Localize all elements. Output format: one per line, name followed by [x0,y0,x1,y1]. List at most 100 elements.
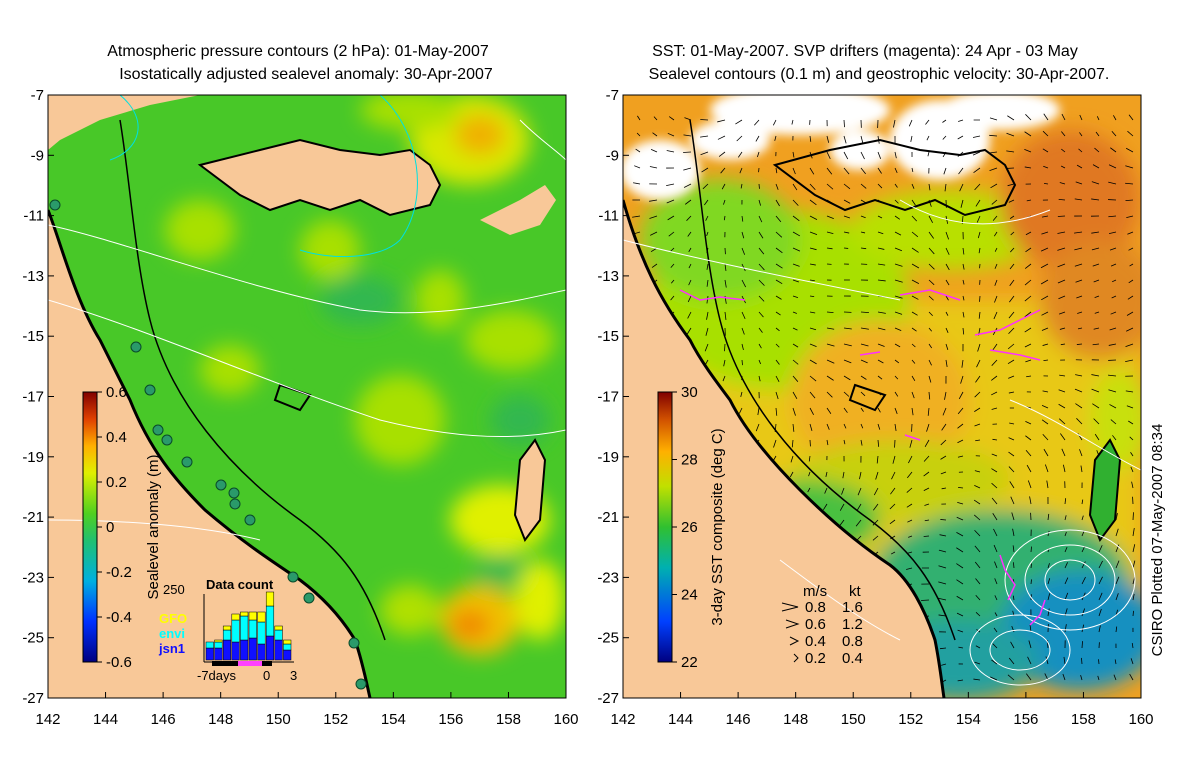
velocity-vector [945,231,949,240]
velocity-vector [809,407,814,415]
velocity-vector [826,327,835,330]
velocity-vector [809,295,815,298]
right-lon-label: 144 [668,711,693,728]
velocity-vector [1040,263,1049,269]
velocity-vector [740,391,743,397]
velocity-vector [1125,343,1134,348]
legend-envi: envi [159,626,185,641]
velocity-vector [894,199,899,204]
velocity-vector [634,165,641,169]
velocity-vector [911,215,918,222]
velocity-legend-kt: 0.4 [842,650,863,667]
right-lat-label: -7 [606,87,619,104]
velocity-vector [843,167,850,175]
velocity-vector [666,199,675,204]
velocity-vector [792,311,798,314]
velocity-vector [1058,389,1066,393]
velocity-vector [994,263,998,269]
velocity-vector [843,343,852,347]
velocity-vector [873,487,879,496]
data-count-bar [231,641,240,661]
data-count-title: Data count [206,577,274,592]
velocity-vector [688,279,692,286]
velocity-vector [843,215,851,219]
velocity-vector [1125,359,1134,362]
velocity-vector [1024,343,1032,348]
velocity-legend-arrow [789,636,800,646]
velocity-vector [1112,435,1117,441]
velocity-vector [1131,481,1134,489]
velocity-vector [894,295,903,299]
velocity-vector [1046,480,1049,489]
velocity-vector [839,503,845,511]
velocity-vector [911,247,919,253]
velocity-vector [938,581,947,585]
velocity-vector [894,279,903,283]
velocity-vector [992,438,998,441]
velocity-vector [875,471,879,480]
velocity-vector [843,391,850,397]
velocity-vector [792,423,795,432]
velocity-vector [906,503,913,508]
velocity-vector [704,343,709,352]
right-title-line2: Sealevel contours (0.1 m) and geostrophi… [649,66,1110,83]
data-count-bar [248,619,257,639]
velocity-vector [809,135,812,142]
velocity-vector [927,151,930,157]
velocity-vector [701,167,709,173]
velocity-vector [1074,247,1083,251]
velocity-vector [1096,116,1100,121]
velocity-vector [1081,530,1085,537]
velocity-vector [877,231,884,235]
data-count-bar [248,637,257,661]
right-lon-label: 158 [1071,711,1096,728]
velocity-vector [1058,311,1066,315]
velocity-vector [1131,643,1134,649]
velocity-vector [1061,448,1066,457]
velocity-vector [683,151,692,153]
velocity-vector [855,519,862,527]
velocity-vector [1009,263,1015,270]
velocity-vector [1026,375,1032,378]
sst-tick-label: 30 [681,384,698,401]
velocity-vector [792,167,796,175]
left-land-north [48,95,200,150]
velocity-vector [877,375,883,380]
velocity-vector [792,375,799,382]
velocity-vector [1040,247,1049,252]
velocity-vector [989,117,998,121]
velocity-vector [975,375,981,383]
velocity-vector [792,391,798,400]
velocity-vector [824,487,828,494]
velocity-vector [809,375,817,382]
velocity-vector [1041,327,1049,331]
velocity-vector [928,359,932,366]
velocity-vector [741,215,744,222]
velocity-vector [757,151,760,158]
velocity-vector [973,167,981,174]
velocity-vector [945,263,950,271]
velocity-vector [894,359,900,364]
data-count-bar [265,635,275,661]
velocity-vector [1041,231,1049,235]
right-lat-label: -13 [597,268,619,285]
velocity-vector [706,295,709,304]
velocity-vector [809,423,813,432]
velocity-vector [1128,247,1134,251]
velocity-vector [911,343,916,348]
velocity-vector [993,311,998,320]
velocity-vector [928,279,935,286]
velocity-vector [945,327,949,333]
velocity-vector [973,678,981,681]
velocity-vector [877,439,880,447]
velocity-vector [940,455,947,460]
velocity-vector [1059,182,1066,185]
velocity-vector [945,359,948,367]
velocity-vector [1092,164,1100,169]
velocity-vector [1061,131,1066,137]
left-lon-axis: 142 144 146 148 150 152 154 156 158 160 [35,692,579,728]
left-lat-label: -7 [31,87,44,104]
velocity-vector [973,514,981,521]
velocity-vector [906,567,913,570]
velocity-vector [1007,115,1015,121]
